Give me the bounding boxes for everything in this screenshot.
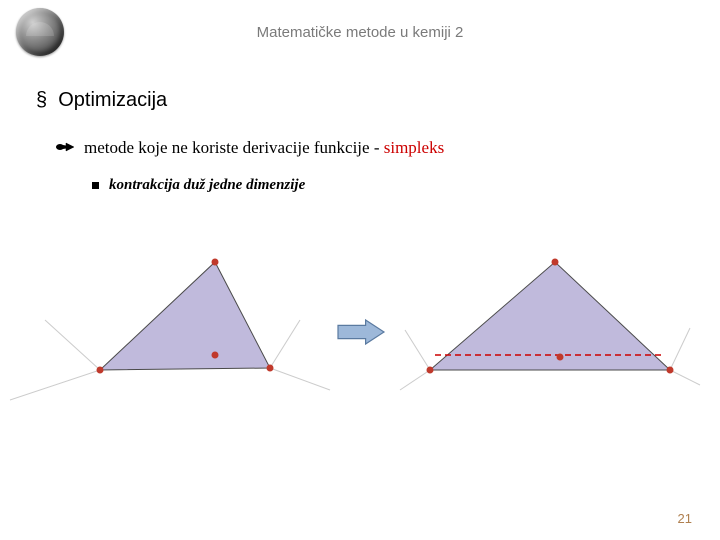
bullet-level1: metode koje ne koriste derivacije funkci… (56, 138, 720, 158)
bullet-text: metode koje ne koriste derivacije funkci… (84, 138, 444, 158)
course-title: Matematičke metode u kemiji 2 (64, 24, 704, 41)
page-number: 21 (678, 511, 692, 526)
section-marker: § (36, 89, 47, 111)
bullet-highlight: simpleks (384, 138, 444, 157)
bullet-prefix: metode koje ne koriste derivacije funkci… (84, 138, 384, 157)
section-name: Optimizacija (58, 89, 167, 111)
university-logo (16, 8, 64, 56)
simplex-diagram (0, 240, 720, 460)
sub-bullet-text: kontrakcija duž jedne dimenzije (109, 177, 305, 194)
section-title: § Optimizacija (36, 89, 720, 112)
slide-header: Matematičke metode u kemiji 2 (0, 0, 720, 61)
hand-pointer-icon (56, 141, 74, 153)
bullet-level2: kontrakcija duž jedne dimenzije (92, 176, 720, 194)
square-bullet-icon (92, 182, 99, 189)
